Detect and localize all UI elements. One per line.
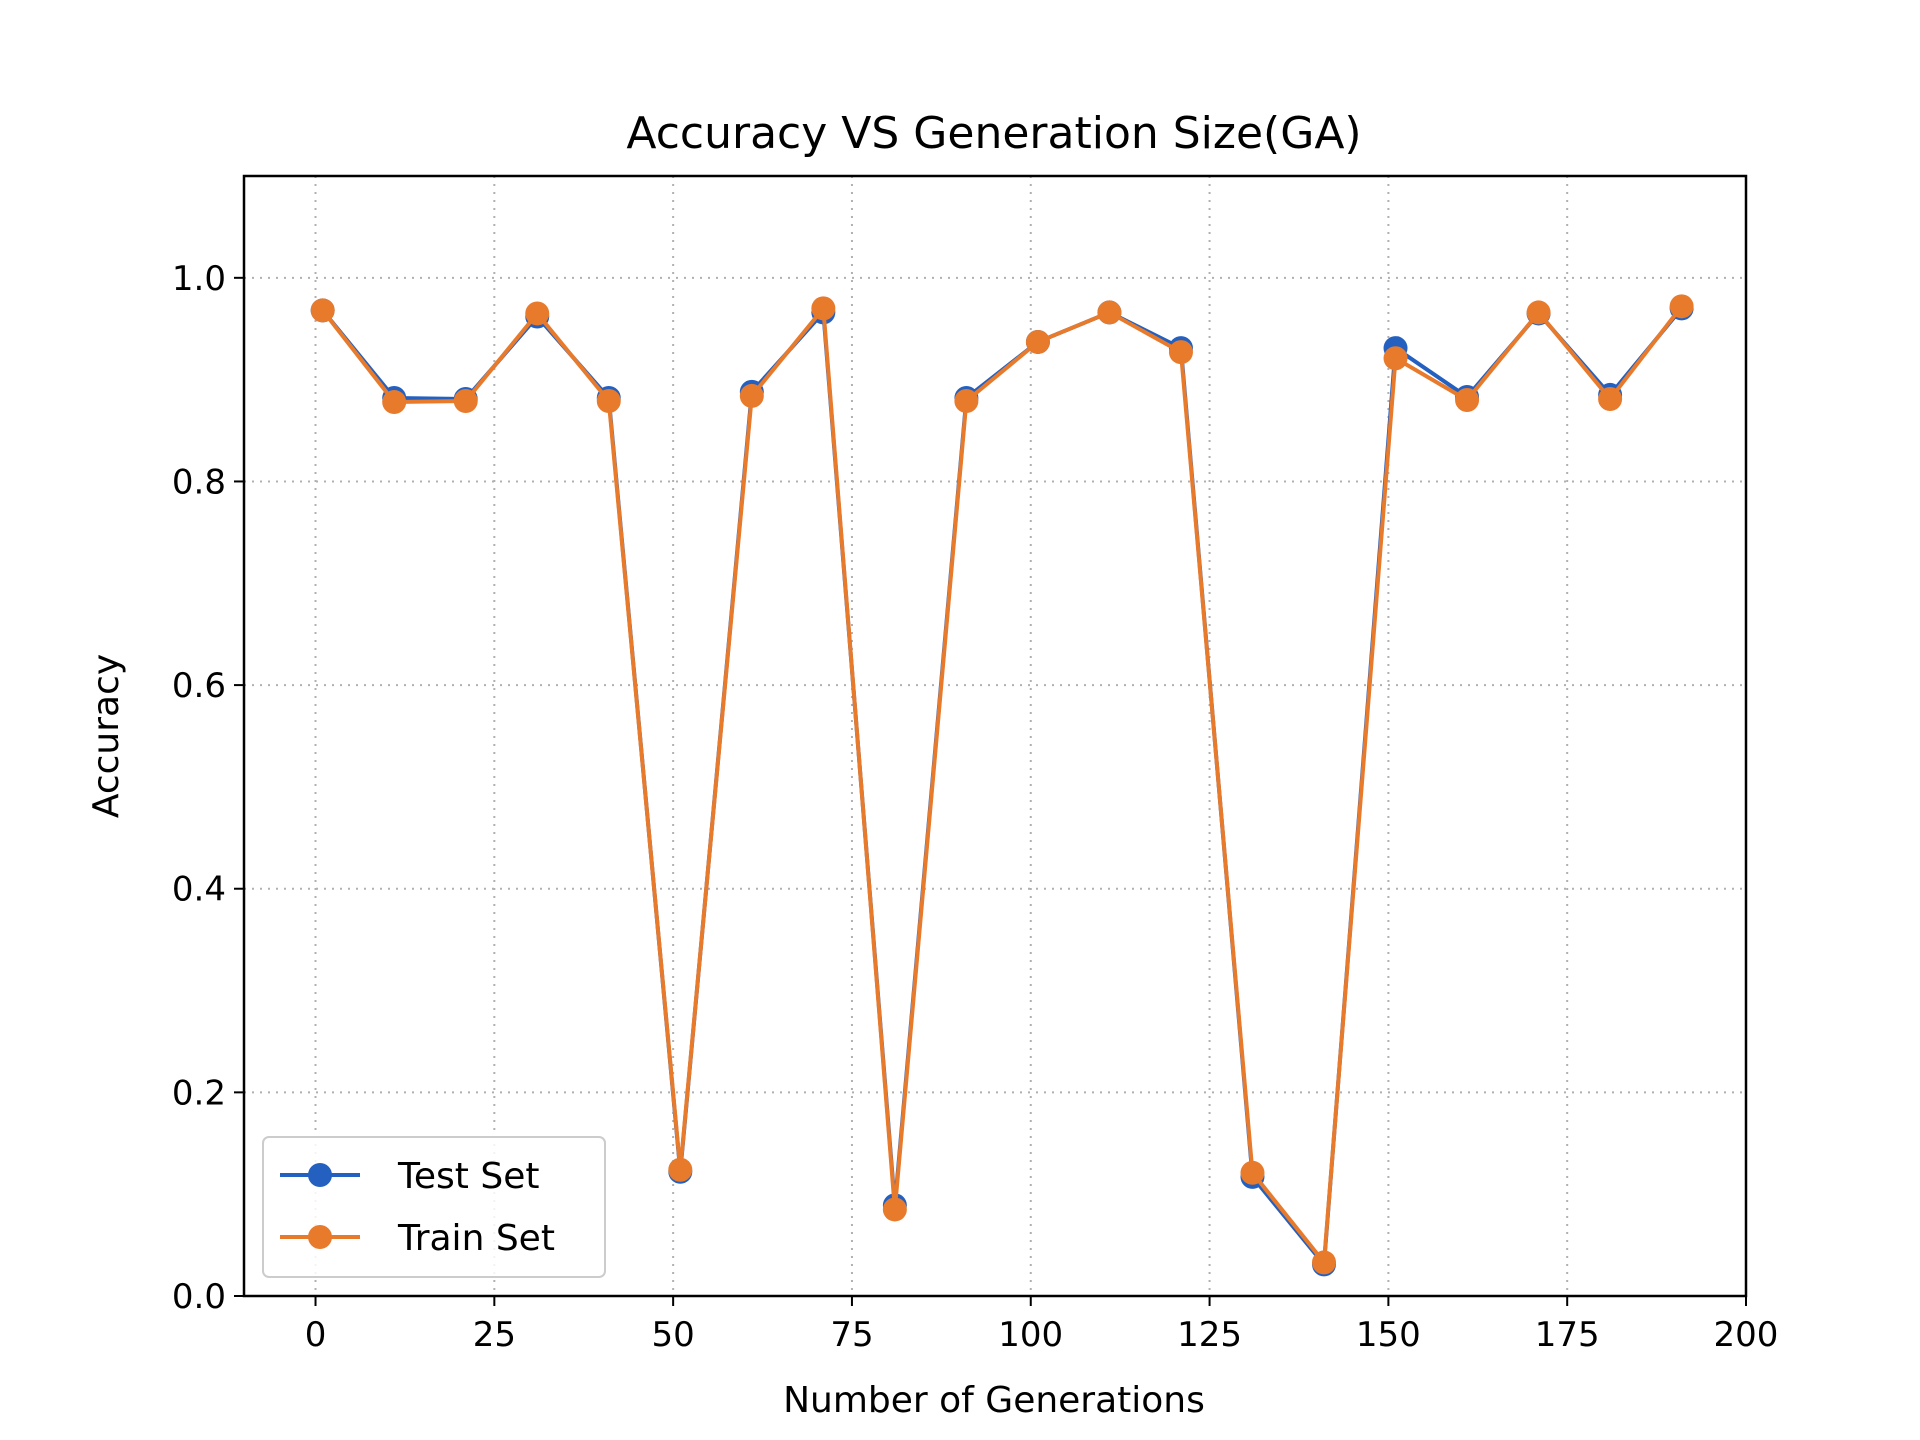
y-tick-label: 0.8 xyxy=(172,462,226,502)
legend: Test Set Train Set xyxy=(262,1136,606,1278)
plot-frame xyxy=(242,174,1748,1298)
data-point xyxy=(1025,329,1050,354)
data-point xyxy=(954,389,979,414)
chart-title: Accuracy VS Generation Size(GA) xyxy=(626,108,1361,159)
y-tick-label: 0.6 xyxy=(172,666,226,706)
y-axis-label: Accuracy xyxy=(86,654,127,818)
x-tick-label: 75 xyxy=(830,1315,873,1355)
legend-marker xyxy=(308,1225,332,1249)
legend-label: Test Set xyxy=(397,1156,539,1197)
legend-item: Train Set xyxy=(280,1218,555,1259)
data-point xyxy=(1526,300,1551,325)
data-point xyxy=(1168,340,1193,365)
data-point xyxy=(811,296,836,321)
x-tick-label: 125 xyxy=(1177,1315,1242,1355)
x-tick-label: 175 xyxy=(1535,1315,1600,1355)
x-tick-label: 100 xyxy=(998,1315,1063,1355)
data-point xyxy=(596,389,621,414)
data-point xyxy=(382,390,407,415)
x-axis-ticks: 0 25 50 75 100 125 150 175 200 xyxy=(305,1296,1779,1355)
data-point xyxy=(1669,294,1694,319)
data-point xyxy=(1097,300,1122,325)
x-tick-label: 25 xyxy=(473,1315,516,1355)
x-tick-label: 50 xyxy=(652,1315,695,1355)
data-point xyxy=(1240,1160,1265,1185)
data-point xyxy=(453,389,478,414)
y-tick-label: 0.0 xyxy=(172,1277,226,1317)
data-point xyxy=(525,301,550,326)
data-point xyxy=(739,383,764,408)
y-tick-label: 1.0 xyxy=(172,259,226,299)
x-tick-label: 0 xyxy=(305,1315,327,1355)
series-layer xyxy=(310,294,1694,1277)
y-tick-label: 0.4 xyxy=(172,870,226,910)
data-point xyxy=(1312,1250,1337,1275)
legend-label: Train Set xyxy=(397,1218,555,1259)
series-2 xyxy=(310,294,1694,1275)
series-line xyxy=(321,305,1684,1265)
data-point xyxy=(882,1197,907,1222)
data-point xyxy=(310,298,335,323)
data-point xyxy=(1598,386,1623,411)
y-tick-label: 0.2 xyxy=(172,1073,226,1113)
x-tick-label: 200 xyxy=(1714,1315,1779,1355)
legend-marker xyxy=(308,1163,332,1187)
data-point xyxy=(1455,388,1480,412)
data-point xyxy=(668,1157,693,1182)
legend-box xyxy=(262,1136,606,1278)
x-tick-label: 150 xyxy=(1356,1315,1421,1355)
legend-item: Test Set xyxy=(280,1156,539,1197)
y-axis-ticks: 0.0 0.2 0.4 0.6 0.8 1.0 xyxy=(172,259,244,1317)
data-point xyxy=(1383,346,1408,371)
x-axis-label: Number of Generations xyxy=(783,1380,1205,1421)
